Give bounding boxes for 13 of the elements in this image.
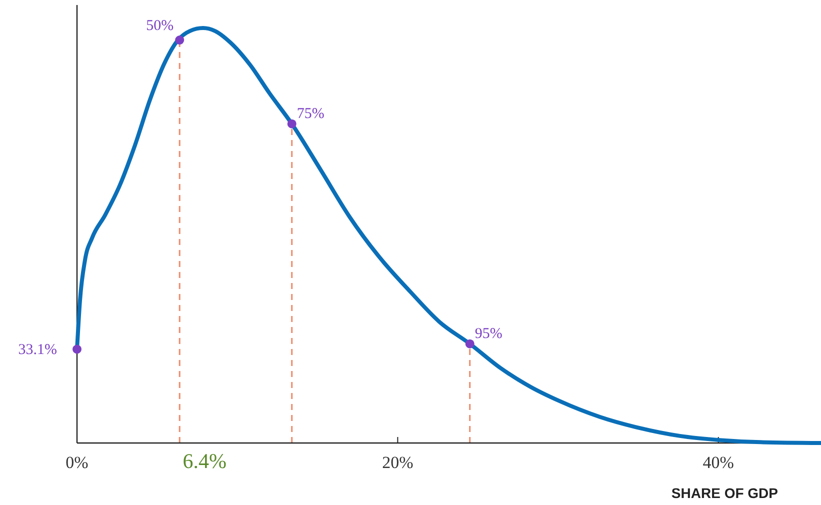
x-tick-label: 40% xyxy=(702,453,734,472)
ref-line-label: 6.4% xyxy=(182,449,226,473)
point xyxy=(287,119,296,128)
annotation: 50% xyxy=(146,18,174,34)
x-tick-label: 20% xyxy=(382,453,414,472)
point xyxy=(175,36,184,45)
annotation: 75% xyxy=(296,106,324,122)
point xyxy=(72,344,82,354)
x-tick-label: 0% xyxy=(66,453,88,472)
x-axis-title: SHARE OF GDP xyxy=(671,485,778,501)
point xyxy=(465,339,474,348)
annotation: 33.1% xyxy=(18,342,57,358)
annotation: 95% xyxy=(474,326,502,342)
